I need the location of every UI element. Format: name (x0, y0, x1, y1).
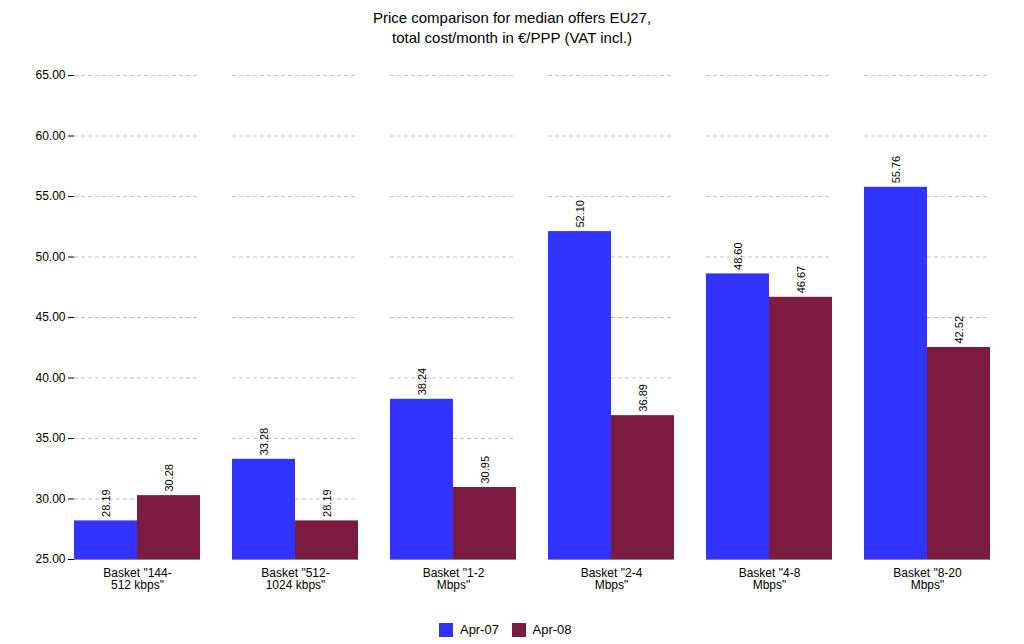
svg-text:28.19: 28.19 (100, 489, 112, 517)
html-text:Price comparison for median of: Price comparison for median offers EU27,… (372, 9, 652, 46)
svg-text:25.00: 25.00 (35, 552, 65, 566)
svg-text:45.00: 45.00 (35, 310, 65, 324)
html-text:Apr-08: Apr-08 (532, 622, 572, 637)
svg-text:46.67: 46.67 (795, 266, 807, 294)
svg-text:Basket "1-2Mbps": Basket "1-2Mbps" (423, 566, 485, 592)
svg-text:35.00: 35.00 (35, 431, 65, 445)
svg-text:50.00: 50.00 (35, 250, 65, 264)
svg-text:60.00: 60.00 (35, 129, 65, 143)
svg-text:48.60: 48.60 (732, 242, 744, 270)
svg-text:40.00: 40.00 (35, 371, 65, 385)
svg-text:36.89: 36.89 (637, 384, 649, 412)
svg-text:42.52: 42.52 (953, 316, 965, 344)
html-text:Apr-07: Apr-07 (460, 622, 499, 637)
svg-text:Basket "8-20Mbps": Basket "8-20Mbps" (893, 566, 962, 592)
svg-text:30.00: 30.00 (35, 492, 65, 506)
svg-text:30.28: 30.28 (163, 464, 175, 492)
svg-text:55.00: 55.00 (35, 189, 65, 203)
svg-text:Basket "2-4Mbps": Basket "2-4Mbps" (581, 566, 643, 592)
svg-text:55.76: 55.76 (890, 156, 902, 184)
svg-text:30.95: 30.95 (479, 456, 491, 484)
svg-text:33.28: 33.28 (258, 428, 270, 456)
svg-text:28.19: 28.19 (321, 489, 333, 517)
svg-text:Basket "4-8Mbps": Basket "4-8Mbps" (739, 566, 801, 592)
svg-text:65.00: 65.00 (35, 68, 65, 82)
svg-text:Basket "512-1024 kbps": Basket "512-1024 kbps" (261, 566, 329, 592)
svg-text:38.24: 38.24 (416, 368, 428, 396)
svg-text:Basket "144-512 kbps": Basket "144-512 kbps" (103, 566, 171, 592)
svg-text:52.10: 52.10 (574, 200, 586, 228)
